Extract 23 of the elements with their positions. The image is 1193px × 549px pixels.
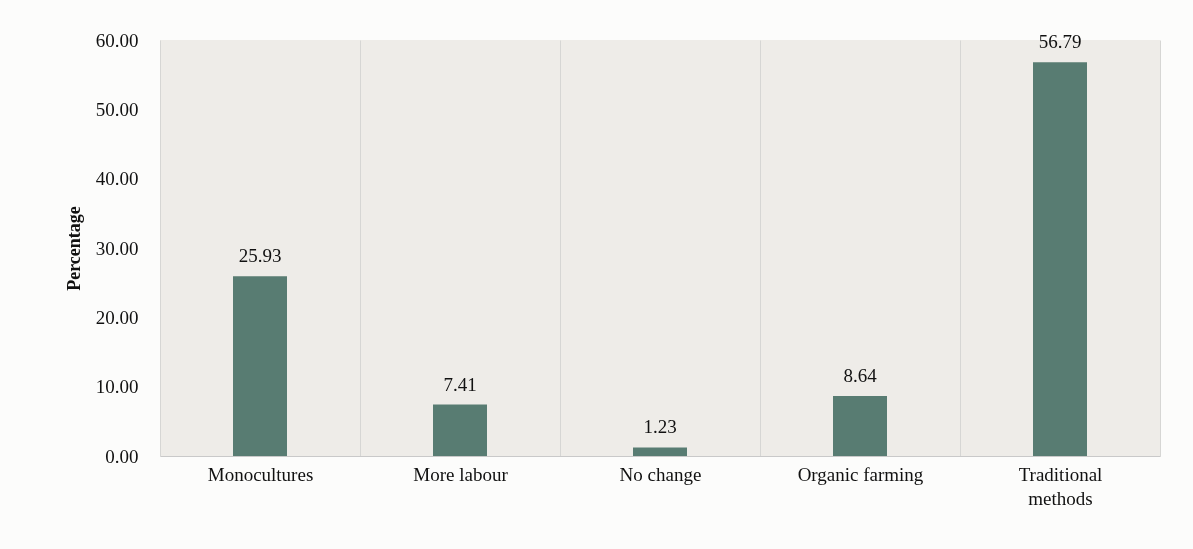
y-tick-label: 20.00 xyxy=(95,306,139,328)
y-tick-label: 40.00 xyxy=(95,168,139,190)
bar xyxy=(633,447,687,456)
y-tick-label: 10.00 xyxy=(95,376,139,398)
y-axis-title: Percentage xyxy=(63,206,84,291)
y-tick-label: 50.00 xyxy=(95,98,139,120)
bar xyxy=(233,276,287,456)
y-tick-label: 60.00 xyxy=(95,29,139,51)
x-tick-label: Monocultures xyxy=(207,463,314,485)
bar xyxy=(433,404,487,456)
y-tick-label: 0.00 xyxy=(105,445,139,467)
data-label: 1.23 xyxy=(643,416,677,438)
data-label: 25.93 xyxy=(238,245,282,267)
x-tick-label: No change xyxy=(619,463,702,485)
bar xyxy=(1033,62,1087,456)
x-tick-label: Organic farming xyxy=(797,463,924,485)
data-label: 7.41 xyxy=(443,373,477,395)
data-label: 8.64 xyxy=(843,365,878,387)
y-tick-label: 30.00 xyxy=(95,237,139,259)
x-tick-label: Traditional methods xyxy=(1018,463,1103,509)
x-tick-label: More labour xyxy=(413,463,509,485)
bar xyxy=(833,396,887,456)
data-label: 56.79 xyxy=(1038,31,1082,53)
